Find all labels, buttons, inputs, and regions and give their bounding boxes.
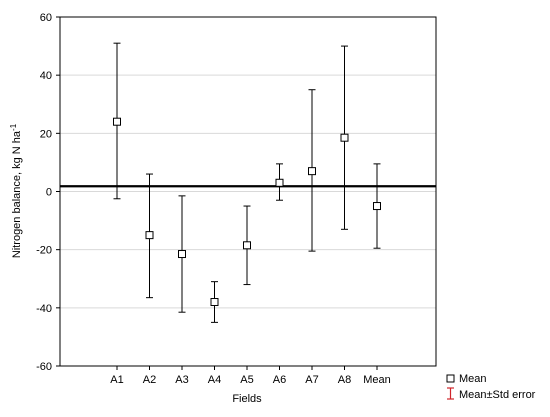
y-tick-label: 40 bbox=[40, 70, 52, 82]
data-point-mean bbox=[373, 163, 381, 249]
mean-marker bbox=[340, 133, 349, 142]
mean-marker bbox=[275, 178, 284, 187]
y-tick-label: 0 bbox=[46, 187, 52, 199]
data-point-a7 bbox=[308, 89, 316, 252]
x-tick-label: A1 bbox=[110, 374, 123, 386]
data-point-a6 bbox=[275, 163, 284, 201]
y-tick-label: 60 bbox=[40, 12, 52, 24]
legend-mean-label: Mean bbox=[459, 373, 487, 385]
x-axis-ticks: A1 A2 A3 A4 A5 A6 A7 A8 Mean bbox=[110, 366, 391, 386]
mean-marker bbox=[243, 241, 251, 250]
data-series bbox=[113, 42, 381, 323]
mean-marker bbox=[178, 250, 186, 259]
x-axis-label: Fields bbox=[232, 393, 262, 405]
x-tick-label: A4 bbox=[208, 374, 221, 386]
y-axis-label-text: Nitrogen balance, kg N ha bbox=[11, 130, 23, 258]
mean-marker bbox=[113, 117, 121, 126]
y-axis-ticks: -60 -40 -20 0 20 40 60 bbox=[36, 12, 60, 373]
legend-error-marker bbox=[447, 387, 454, 400]
x-tick-label: A7 bbox=[305, 374, 318, 386]
y-axis-label-superscript: -1 bbox=[9, 123, 18, 131]
x-tick-label: Mean bbox=[363, 374, 391, 386]
y-tick-label: -60 bbox=[36, 361, 52, 373]
y-tick-label: -40 bbox=[36, 303, 52, 315]
x-tick-label: A8 bbox=[338, 374, 351, 386]
x-tick-label: A6 bbox=[273, 374, 286, 386]
data-point-a2 bbox=[145, 173, 154, 299]
data-point-a1 bbox=[113, 42, 121, 200]
data-point-a8 bbox=[340, 45, 349, 230]
legend: Mean Mean±Std error bbox=[446, 373, 536, 401]
mean-marker bbox=[373, 202, 381, 211]
x-tick-label: A5 bbox=[240, 374, 253, 386]
legend-mean-marker bbox=[446, 374, 455, 383]
legend-error-label: Mean±Std error bbox=[459, 389, 536, 401]
data-point-a3 bbox=[178, 195, 186, 313]
y-axis-label: Nitrogen balance, kg N ha-1 bbox=[9, 123, 23, 258]
mean-marker bbox=[145, 231, 154, 240]
mean-marker bbox=[210, 298, 219, 307]
data-point-a4 bbox=[210, 281, 219, 323]
gridlines bbox=[60, 74, 436, 309]
y-tick-label: 20 bbox=[40, 128, 52, 140]
x-tick-label: A2 bbox=[143, 374, 156, 386]
data-point-a5 bbox=[243, 205, 251, 286]
x-tick-label: A3 bbox=[175, 374, 188, 386]
mean-marker bbox=[308, 167, 316, 176]
y-tick-label: -20 bbox=[36, 245, 52, 257]
